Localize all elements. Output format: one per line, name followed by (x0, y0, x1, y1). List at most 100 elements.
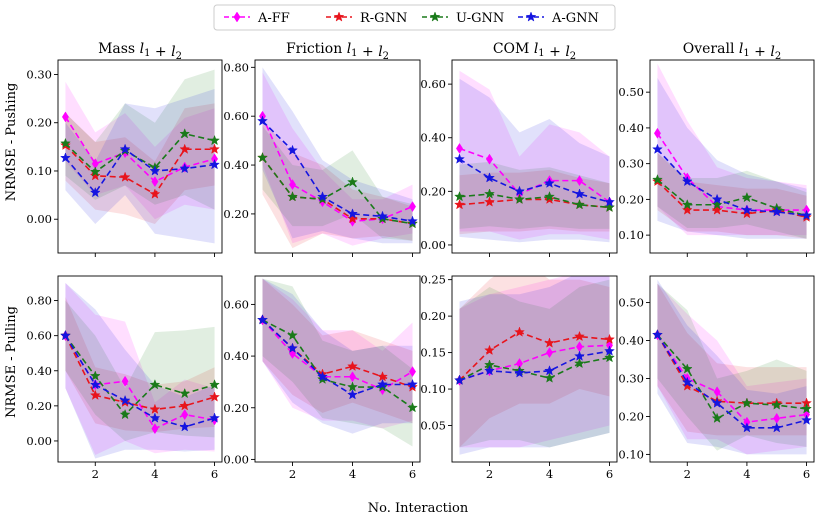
point-u-gnn-4 (544, 190, 555, 202)
panel-frame (451, 275, 618, 463)
point-u-gnn-3 (711, 199, 723, 210)
point-a-ff-1 (456, 142, 463, 154)
x-tick-label: 6 (606, 467, 613, 481)
series-line-a-ff (261, 319, 413, 391)
y-tick-label: 0.30 (618, 157, 644, 171)
band-r-gnn (459, 169, 610, 235)
point-a-gnn-1 (652, 143, 663, 154)
point-u-gnn-6 (801, 403, 812, 414)
point-u-gnn-2 (89, 370, 101, 381)
y-tick-label: 0.80 (223, 60, 249, 74)
point-r-gnn-2 (484, 344, 495, 356)
y-tick-label: 0.05 (420, 419, 446, 433)
y-tick-label: 0.25 (420, 273, 446, 287)
legend-label-a-ff: A-FF (257, 11, 290, 26)
point-r-gnn-6 (209, 143, 220, 154)
point-r-gnn-4 (347, 360, 358, 372)
y-tick-label: 0.15 (420, 346, 446, 360)
point-r-gnn-4 (347, 213, 358, 224)
series (652, 127, 812, 222)
band-a-ff (262, 278, 413, 429)
point-a-gnn-3 (514, 367, 525, 378)
series-line-a-gnn (459, 158, 610, 203)
point-a-gnn-6 (209, 158, 220, 170)
row-label-pushing: NRMSE - Pushing (4, 83, 19, 202)
point-a-ff-2 (486, 153, 493, 165)
y-tick-label: 0.40 (26, 364, 52, 378)
legend-marker-a-gnn (525, 11, 537, 22)
point-u-gnn-3 (711, 412, 723, 423)
series-line-a-gnn (656, 334, 807, 429)
series-line-a-ff (459, 147, 610, 203)
point-r-gnn-4 (149, 403, 161, 414)
panel-frame (649, 59, 815, 254)
series (454, 142, 615, 213)
series-line-u-gnn (64, 132, 215, 173)
band-a-gnn (262, 67, 413, 244)
point-a-gnn-6 (407, 215, 418, 226)
band-a-gnn (65, 283, 215, 459)
series-line-u-gnn (656, 334, 807, 420)
point-a-gnn-3 (514, 185, 525, 196)
legend-entry-a-ff: A-FF (224, 11, 290, 26)
point-a-gnn-4 (544, 365, 555, 376)
point-u-gnn-5 (771, 399, 783, 410)
panel-frame (57, 59, 223, 254)
point-r-gnn-6 (209, 391, 220, 402)
point-r-gnn-5 (179, 143, 191, 154)
point-u-gnn-1 (60, 137, 71, 149)
x-tick-label: 2 (684, 467, 691, 481)
point-u-gnn-4 (149, 379, 161, 390)
band-u-gnn (657, 283, 807, 451)
point-u-gnn-2 (681, 363, 693, 374)
series (60, 111, 220, 199)
point-u-gnn-6 (209, 134, 220, 146)
band-a-gnn (262, 278, 413, 434)
point-a-gnn-5 (179, 162, 191, 174)
y-tick-label: 0.40 (223, 158, 249, 172)
bands (65, 283, 215, 459)
y-tick-label: 0.20 (223, 207, 249, 221)
panel-frame (254, 59, 421, 254)
point-a-ff-2 (289, 179, 296, 191)
y-tick-label: 0.60 (223, 109, 249, 123)
y-tick-label: 0.10 (618, 228, 644, 242)
legend-entry-r-gnn: R-GNN (326, 11, 407, 26)
point-u-gnn-3 (514, 193, 525, 205)
y-tick-label: 0.20 (420, 309, 446, 323)
series (60, 329, 220, 435)
point-a-gnn-4 (741, 422, 753, 433)
panel-frame (649, 275, 815, 463)
band-a-ff (459, 276, 610, 448)
series-line-r-gnn (656, 180, 807, 219)
point-a-gnn-1 (60, 152, 71, 163)
y-tick-label: 0.30 (618, 371, 644, 385)
band-r-gnn (65, 103, 215, 225)
legend-marker-r-gnn (333, 11, 345, 22)
series-line-r-gnn (458, 331, 610, 381)
point-u-gnn-1 (652, 174, 663, 185)
band-u-gnn (65, 300, 215, 441)
series-line-a-gnn (459, 350, 610, 382)
legend-label-a-gnn: A-GNN (551, 11, 599, 26)
panel-1-3: 0.10 0.20 0.30 0.40 0.50 2 4 6 (618, 275, 815, 481)
band-a-ff (65, 283, 215, 455)
y-tick-label: 0.60 (26, 329, 52, 343)
x-tick-label: 4 (743, 467, 750, 481)
point-u-gnn-3 (119, 408, 131, 420)
point-a-gnn-1 (652, 329, 663, 340)
panel-0-3: 0.10 0.20 0.30 0.40 0.50 Overall l1 + l2 (618, 41, 815, 257)
panel-0-1: 0.20 0.40 0.60 0.80 Friction l1 + l2 (223, 41, 421, 257)
legend-entry-a-gnn: A-GNN (518, 11, 599, 26)
band-r-gnn (657, 152, 807, 239)
series (257, 110, 418, 229)
row-label-pulling: NRMSE - Pulling (4, 306, 19, 418)
point-a-gnn-1 (257, 115, 268, 126)
point-r-gnn-1 (454, 199, 465, 210)
bands (459, 276, 610, 455)
point-a-gnn-1 (454, 153, 465, 164)
point-a-gnn-6 (604, 345, 615, 356)
y-tick-label: 0.20 (26, 399, 52, 413)
legend-marker-u-gnn (429, 11, 441, 22)
bands (262, 67, 413, 249)
